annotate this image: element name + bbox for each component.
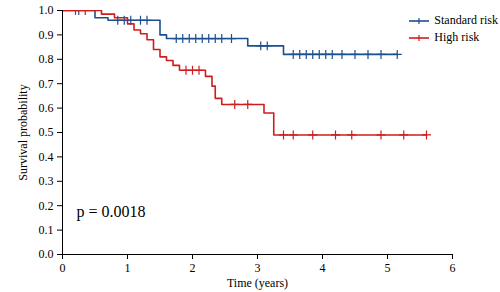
svg-text:0.1: 0.1 (39, 223, 54, 237)
svg-text:0.9: 0.9 (39, 28, 54, 42)
svg-text:0.7: 0.7 (39, 77, 54, 91)
svg-text:3: 3 (255, 261, 261, 275)
svg-text:0: 0 (60, 261, 66, 275)
svg-text:p = 0.0018: p = 0.0018 (77, 203, 146, 221)
svg-text:0.2: 0.2 (39, 199, 54, 213)
svg-text:0.0: 0.0 (39, 247, 54, 261)
svg-text:0.8: 0.8 (39, 52, 54, 66)
svg-text:2: 2 (190, 261, 196, 275)
svg-text:0.5: 0.5 (39, 125, 54, 139)
html-text:Standard risk: Standard risk (434, 13, 498, 27)
svg-text:6: 6 (450, 261, 456, 275)
svg-text:1: 1 (125, 261, 131, 275)
svg-text:Survival probability: Survival probability (16, 84, 30, 180)
svg-text:5: 5 (385, 261, 391, 275)
svg-text:4: 4 (320, 261, 326, 275)
svg-text:0.4: 0.4 (39, 150, 54, 164)
html-text:High risk: High risk (434, 30, 480, 44)
svg-text:Time (years): Time (years) (227, 276, 288, 290)
svg-text:0.6: 0.6 (39, 101, 54, 115)
svg-text:1.0: 1.0 (39, 3, 54, 17)
svg-text:0.3: 0.3 (39, 174, 54, 188)
